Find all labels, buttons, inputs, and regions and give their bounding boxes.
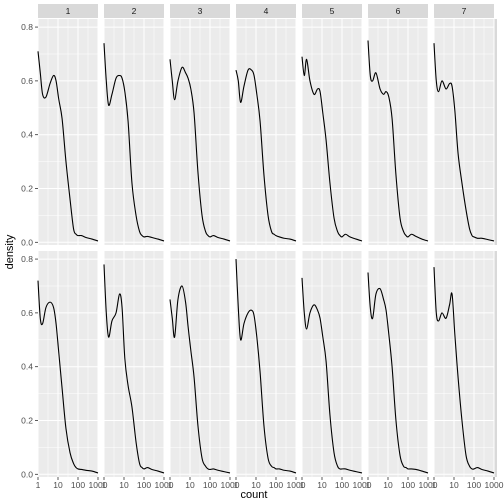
y-tick-label: 0.8 [21,22,33,32]
x-tick-label: 1 [366,480,371,490]
x-tick-label: 1 [168,480,173,490]
x-tick-label: 1000 [155,480,174,490]
facet-strip-label-col-7: 7 [462,6,467,16]
density-line-NNN-7 [433,267,495,474]
x-tick-label: 100 [137,480,151,490]
x-tick-label: 1 [102,480,107,490]
y-tick-label: 0.0 [21,469,33,479]
x-tick-label: 10 [383,480,393,490]
facet-strip-label-col-1: 1 [66,6,71,16]
x-tick-label: 10 [251,480,261,490]
x-tick-label: 100 [335,480,349,490]
density-line-NN-3 [169,59,231,242]
x-tick-label: 100 [467,480,481,490]
facet-strip-label-col-3: 3 [198,6,203,16]
facet-strip-label-col-6: 6 [396,6,401,16]
density-line-NNN-2 [103,264,165,474]
facet-strip-col-5 [302,4,362,18]
x-tick-label: 10 [317,480,327,490]
density-line-NN-5 [301,56,363,242]
density-line-NNN-1 [37,280,99,474]
facet-strip-col-7 [434,4,494,18]
x-tick-label: 1000 [89,480,108,490]
x-tick-label: 1 [36,480,41,490]
facet-strip-label-col-2: 2 [132,6,137,16]
y-tick-label: 0.0 [21,237,33,247]
x-tick-label: 100 [203,480,217,490]
x-tick-label: 1000 [485,480,504,490]
facet-strip-col-3 [170,4,230,18]
y-axis-title: density [4,234,16,269]
x-tick-label: 1 [300,480,305,490]
x-tick-label: 1 [432,480,437,490]
x-tick-label: 10 [449,480,459,490]
x-tick-label: 100 [401,480,415,490]
x-axis-title: count [241,489,268,501]
facet-strip-label-col-5: 5 [330,6,335,16]
density-line-NN-1 [37,51,99,242]
density-line-NN-7 [433,43,495,242]
x-tick-label: 100 [71,480,85,490]
y-tick-label: 0.4 [21,362,33,372]
density-line-NN-2 [103,43,165,242]
y-tick-label: 0.6 [21,76,33,86]
x-tick-label: 10 [119,480,129,490]
facet-strip-col-6 [368,4,428,18]
x-tick-label: 1 [234,480,239,490]
facet-strip-label-col-4: 4 [264,6,269,16]
y-tick-label: 0.2 [21,184,33,194]
density-line-NNN-6 [367,272,429,474]
x-tick-label: 1000 [287,480,306,490]
x-tick-label: 10 [185,480,195,490]
density-line-NNN-3 [169,285,231,474]
y-tick-label: 0.2 [21,416,33,426]
x-tick-label: 1000 [353,480,372,490]
x-tick-label: 1000 [419,480,438,490]
density-line-NNN-5 [301,277,363,474]
y-tick-label: 0.6 [21,308,33,318]
density-line-NN-6 [367,40,429,242]
facet-strip-col-1 [38,4,98,18]
x-tick-label: 10 [53,480,63,490]
x-tick-label: 1000 [221,480,240,490]
density-line-NN-4 [235,68,297,242]
density-line-NNN-4 [235,259,297,474]
y-tick-label: 0.4 [21,130,33,140]
facet-strip-col-4 [236,4,296,18]
y-tick-label: 0.8 [21,254,33,264]
x-tick-label: 100 [269,480,283,490]
facet-strip-col-2 [104,4,164,18]
